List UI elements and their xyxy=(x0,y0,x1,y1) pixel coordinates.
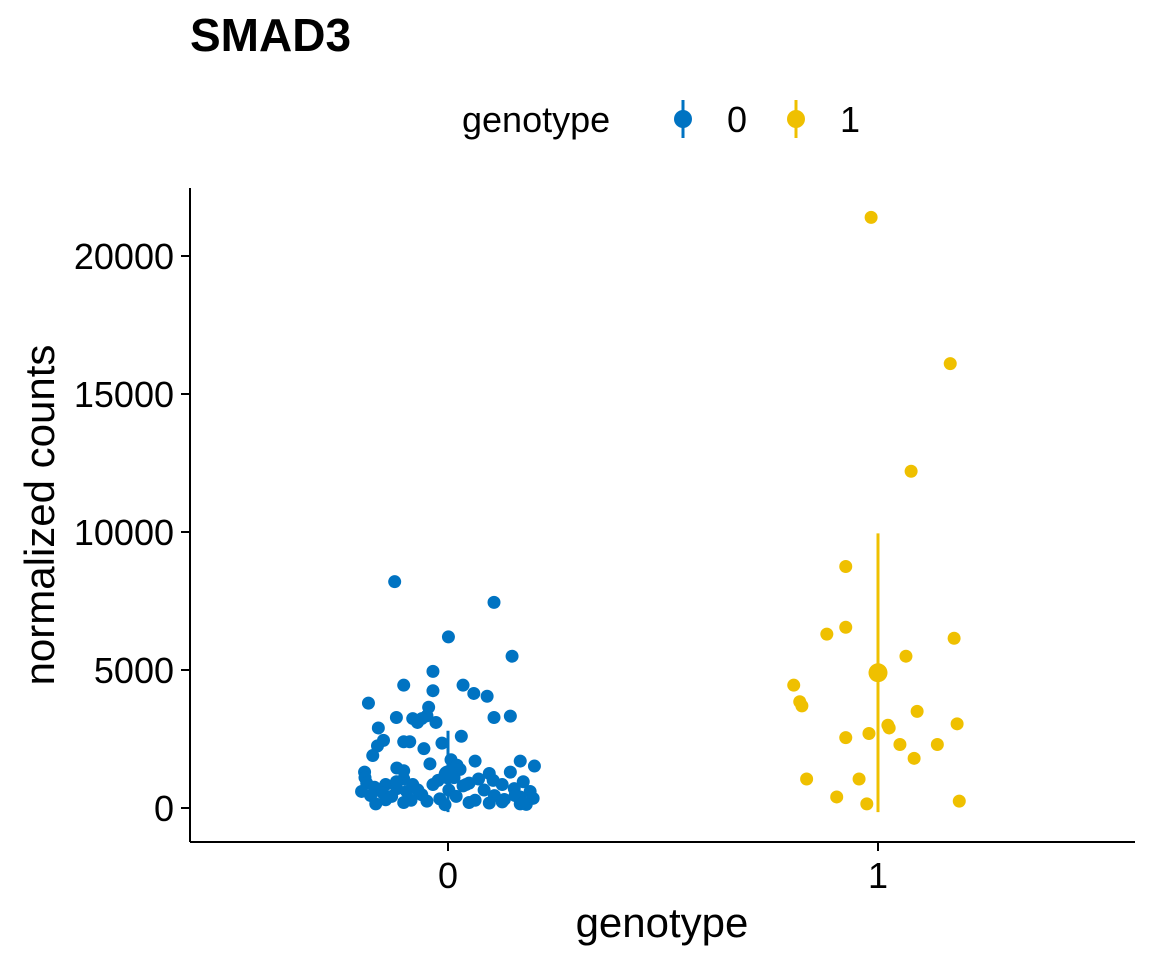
data-point-genotype-1 xyxy=(930,738,944,752)
data-point-genotype-1 xyxy=(839,560,853,573)
data-point-genotype-1 xyxy=(860,797,874,811)
y-tick-label: 15000 xyxy=(74,374,174,415)
data-point-genotype-0 xyxy=(438,798,452,812)
legend-key-1 xyxy=(787,100,805,138)
data-point-genotype-0 xyxy=(435,736,449,750)
chart-title: SMAD3 xyxy=(190,9,352,61)
data-point-genotype-1 xyxy=(787,678,801,692)
data-point-genotype-0 xyxy=(459,778,473,792)
data-points xyxy=(355,210,966,812)
data-point-genotype-0 xyxy=(467,686,481,700)
y-ticks: 0 5000 10000 15000 20000 xyxy=(74,236,190,829)
x-tick-label: 0 xyxy=(438,855,458,896)
data-point-genotype-0 xyxy=(370,739,384,753)
x-axis-title: genotype xyxy=(576,899,749,946)
data-point-genotype-0 xyxy=(513,754,527,768)
data-point-genotype-0 xyxy=(420,794,434,808)
summary-intervals xyxy=(438,533,888,813)
data-point-genotype-0 xyxy=(477,783,491,797)
data-point-genotype-0 xyxy=(397,795,411,809)
data-point-genotype-1 xyxy=(839,731,853,745)
y-tick-label: 10000 xyxy=(74,512,174,553)
data-point-genotype-1 xyxy=(899,649,913,663)
data-point-genotype-0 xyxy=(426,684,440,698)
data-point-genotype-1 xyxy=(864,210,878,224)
data-point-genotype-0 xyxy=(417,742,431,756)
data-point-genotype-0 xyxy=(422,700,436,714)
data-point-genotype-1 xyxy=(904,464,918,478)
data-point-genotype-1 xyxy=(862,726,876,740)
data-point-genotype-0 xyxy=(366,749,380,763)
data-point-genotype-0 xyxy=(480,689,494,703)
data-point-genotype-1 xyxy=(839,620,853,634)
data-point-genotype-1 xyxy=(852,772,866,786)
data-point-genotype-1 xyxy=(882,721,896,735)
data-point-genotype-0 xyxy=(423,757,437,771)
x-tick-label: 1 xyxy=(868,855,888,896)
data-point-genotype-0 xyxy=(389,775,403,789)
data-point-genotype-0 xyxy=(503,709,517,723)
y-axis-title: normalized counts xyxy=(16,345,63,686)
data-point-genotype-0 xyxy=(429,715,443,729)
data-point-genotype-0 xyxy=(527,759,541,773)
data-point-genotype-0 xyxy=(403,735,417,749)
data-point-genotype-1 xyxy=(800,772,814,786)
data-point-genotype-0 xyxy=(388,575,402,589)
data-point-genotype-1 xyxy=(830,790,844,804)
data-point-genotype-1 xyxy=(950,717,964,731)
data-point-genotype-0 xyxy=(505,649,519,663)
data-point-genotype-0 xyxy=(426,664,440,678)
y-tick-label: 0 xyxy=(154,788,174,829)
data-point-genotype-0 xyxy=(462,795,476,809)
data-point-genotype-1 xyxy=(893,738,907,752)
data-point-genotype-0 xyxy=(468,754,482,768)
data-point-genotype-0 xyxy=(495,778,509,792)
data-point-genotype-1 xyxy=(795,699,809,713)
data-point-genotype-0 xyxy=(389,710,403,724)
data-point-genotype-0 xyxy=(379,793,393,807)
summary-mean-genotype-1 xyxy=(868,663,888,683)
data-point-genotype-1 xyxy=(952,794,966,808)
data-point-genotype-1 xyxy=(907,751,921,765)
data-point-genotype-0 xyxy=(454,729,468,743)
data-point-genotype-0 xyxy=(487,710,501,724)
data-point-genotype-0 xyxy=(503,765,517,779)
data-point-genotype-1 xyxy=(943,357,957,371)
data-point-genotype-0 xyxy=(516,795,530,809)
data-point-genotype-1 xyxy=(910,704,924,718)
data-point-genotype-1 xyxy=(820,627,834,641)
data-point-genotype-0 xyxy=(449,789,463,803)
legend-label-0: 0 xyxy=(727,99,747,140)
legend-label-1: 1 xyxy=(840,99,860,140)
data-point-genotype-0 xyxy=(482,796,496,810)
data-point-genotype-0 xyxy=(361,696,375,710)
legend-key-0 xyxy=(674,100,692,138)
data-point-genotype-0 xyxy=(397,678,411,692)
data-point-genotype-0 xyxy=(369,797,383,811)
y-tick-label: 5000 xyxy=(94,650,174,691)
legend-title: genotype xyxy=(462,99,610,140)
data-point-genotype-0 xyxy=(495,795,509,809)
data-point-genotype-0 xyxy=(441,630,455,644)
data-point-genotype-0 xyxy=(411,783,425,797)
data-point-genotype-0 xyxy=(410,715,424,729)
data-point-genotype-0 xyxy=(516,775,530,789)
data-point-genotype-0 xyxy=(487,595,501,609)
data-point-genotype-0 xyxy=(371,721,385,735)
summary-mean-genotype-0 xyxy=(438,765,458,785)
legend: genotype 0 1 xyxy=(462,99,860,140)
y-tick-label: 20000 xyxy=(74,236,174,277)
data-point-genotype-1 xyxy=(947,631,961,645)
data-point-genotype-0 xyxy=(397,764,411,778)
data-point-genotype-0 xyxy=(456,678,470,692)
